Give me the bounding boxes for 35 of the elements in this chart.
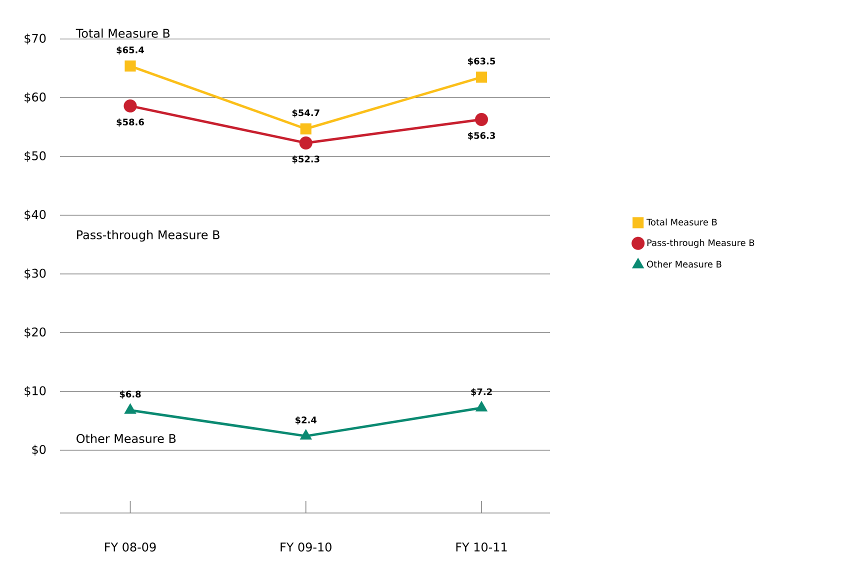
data-label: $54.7	[292, 109, 320, 118]
x-tick-label: FY 10-11	[456, 542, 507, 552]
point	[124, 99, 137, 112]
point	[299, 136, 312, 150]
point	[300, 123, 312, 134]
data-label: $52.3	[292, 155, 320, 164]
point	[124, 403, 136, 414]
point	[474, 112, 488, 126]
point	[475, 400, 488, 412]
y-tick-label: $60	[24, 92, 46, 104]
annotation: Other Measure B	[76, 434, 176, 444]
data-label: $58.6	[116, 118, 144, 127]
y-tick-label: $30	[24, 268, 46, 280]
y-tick-label: $50	[24, 151, 46, 162]
y-tick-label: $40	[24, 210, 46, 221]
text: Total Measure B	[76, 28, 170, 38]
data-label: $56.3	[468, 132, 495, 140]
legend-label: Total Measure B	[646, 218, 717, 226]
annotation: Pass-through Measure B	[77, 230, 220, 242]
y-tick-label: $20	[24, 327, 46, 338]
y-tick-label: $70	[24, 34, 46, 44]
data-label: $65.4	[116, 46, 144, 54]
x-tick-label: FY 09-10	[280, 542, 332, 552]
point	[476, 72, 488, 83]
y-tick-label: $0	[32, 444, 46, 456]
data-label: $2.4	[296, 416, 317, 425]
legend-label: Other Measure B	[647, 260, 722, 268]
data-label: $6.8	[120, 390, 141, 399]
y-tick-label: $10	[24, 386, 46, 397]
point	[124, 60, 136, 72]
x-tick-label: FY 08-09	[105, 542, 156, 552]
legend-label: Pass-through Measure B	[647, 239, 754, 248]
point	[300, 429, 312, 440]
data-label: $7.2	[471, 388, 492, 396]
data-label: $63.5	[468, 58, 496, 66]
